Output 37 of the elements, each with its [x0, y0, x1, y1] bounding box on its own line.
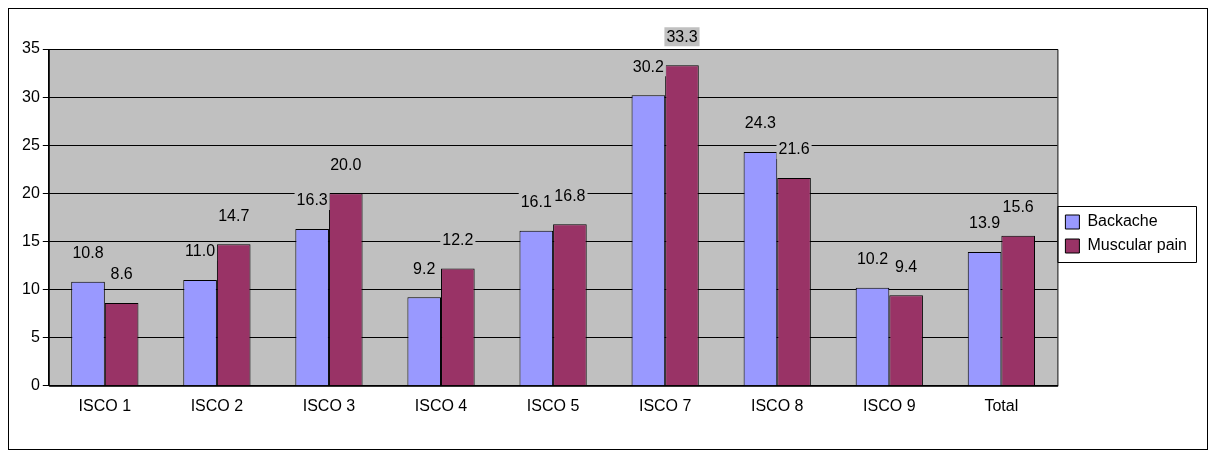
data-label: 24.3	[744, 114, 777, 132]
x-tick-label: Total	[984, 396, 1019, 414]
y-tick-label: 30	[22, 87, 40, 105]
data-label: 16.3	[296, 191, 328, 209]
y-tick-label: 25	[22, 135, 40, 153]
data-label: 16.8	[554, 186, 586, 204]
x-tick-label: ISCO 8	[751, 396, 804, 414]
x-tick-label: ISCO 9	[863, 396, 916, 414]
legend-label: Backache	[1087, 212, 1158, 230]
data-label: 9.4	[894, 257, 918, 275]
data-label: 12.2	[442, 230, 474, 248]
x-tick-label: ISCO 1	[78, 396, 132, 414]
y-tick-label: 0	[30, 376, 40, 394]
x-tick-label: ISCO 4	[414, 396, 468, 414]
x-tick-label: ISCO 5	[526, 396, 580, 414]
y-tick-label: 10	[22, 279, 40, 297]
y-tick-label: 35	[22, 39, 40, 57]
data-label: 8.6	[110, 265, 133, 283]
data-label: 15.6	[1002, 198, 1034, 216]
data-label: 10.2	[856, 250, 889, 268]
x-tick-label: ISCO 3	[302, 396, 356, 414]
x-tick-label: ISCO 2	[190, 396, 244, 414]
data-label: 9.2	[413, 259, 436, 277]
data-label: 11.0	[185, 242, 216, 260]
data-label: 30.2	[632, 57, 665, 75]
data-label: 10.8	[72, 244, 104, 262]
y-tick-label: 20	[22, 183, 40, 201]
data-label: 13.9	[968, 214, 1001, 232]
data-label: 16.1	[520, 193, 552, 211]
data-label: 33.3	[666, 27, 698, 45]
data-label: 14.7	[218, 206, 250, 224]
data-label: 21.6	[778, 140, 810, 158]
y-tick-label: 5	[30, 328, 40, 346]
data-label: 20.0	[330, 155, 362, 173]
legend-label: Muscular pain	[1087, 236, 1188, 254]
x-tick-label: ISCO 7	[638, 396, 692, 414]
y-tick-label: 15	[22, 231, 40, 249]
